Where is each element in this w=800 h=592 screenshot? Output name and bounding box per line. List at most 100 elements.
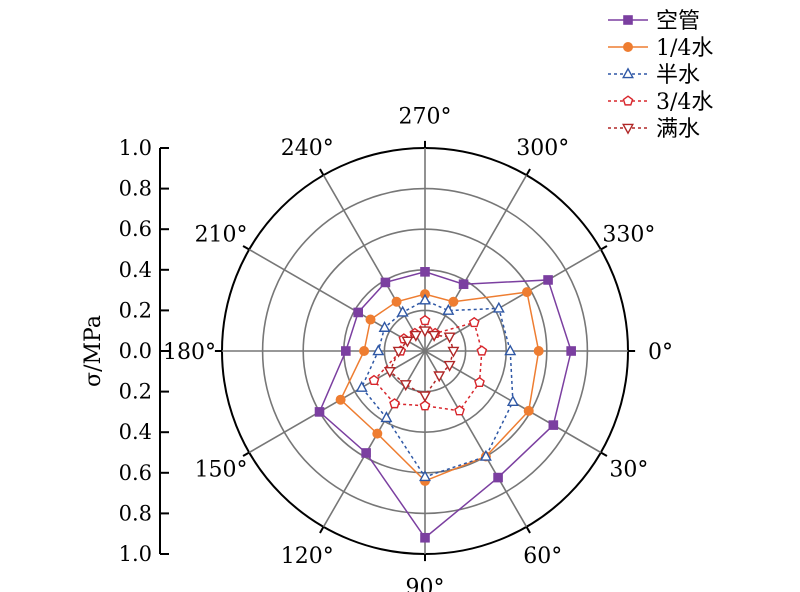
legend-label: 3/4水 (656, 90, 713, 115)
angle-tick-label: 90° (406, 575, 445, 592)
legend-marker (622, 123, 634, 135)
data-point (355, 380, 368, 392)
data-point (420, 267, 430, 277)
angle-tick-mark (600, 451, 608, 457)
polar-spoke (322, 174, 426, 352)
series-5 (383, 326, 460, 403)
data-point (493, 472, 503, 483)
data-point (389, 398, 400, 409)
data-point (468, 316, 480, 328)
data-point (548, 420, 559, 430)
data-point (401, 336, 414, 348)
data-point (521, 287, 532, 298)
radial-axis-tick-label: 0.4 (119, 258, 152, 282)
data-point (504, 344, 517, 356)
angle-tick-label: 30° (609, 458, 648, 483)
data-point (365, 314, 376, 325)
radial-axis-tick-label: 0.6 (119, 461, 152, 485)
data-point (474, 376, 485, 388)
data-point (443, 332, 456, 344)
legend-marker (622, 41, 633, 52)
radial-axis-tick-label: 0.2 (119, 380, 152, 404)
angle-tick-label: 180° (163, 340, 216, 365)
data-point (443, 360, 456, 372)
legend-label: 半水 (656, 63, 700, 88)
data-point (448, 296, 459, 307)
data-point (359, 346, 370, 357)
data-point (420, 532, 430, 543)
series-line (373, 319, 483, 412)
data-point (314, 407, 325, 417)
legend-marker (623, 15, 633, 25)
data-point (458, 279, 469, 289)
data-point (419, 326, 431, 338)
legend-label: 空管 (656, 9, 700, 34)
angle-tick-mark (525, 526, 531, 534)
data-point (454, 405, 465, 416)
data-point (506, 395, 519, 407)
radial-axis-tick-label: 0.4 (119, 420, 152, 444)
angle-tick-label: 330° (602, 222, 655, 247)
radial-axis: 1.0 0.8 0.6 0.4 0.2 0.0 0.2 0.4 0.6 0.8 1.0 σ/MPa (81, 136, 169, 566)
angle-tick-label: 120° (281, 544, 334, 569)
data-point (335, 394, 346, 405)
data-point (479, 449, 492, 461)
legend-marker (622, 67, 634, 79)
radial-axis-tick-label: 0.8 (119, 177, 152, 201)
angle-tick-mark (242, 451, 250, 457)
data-point (419, 293, 431, 305)
legend-label: 满水 (656, 117, 700, 142)
legend-marker (622, 95, 634, 106)
data-point (476, 345, 488, 356)
data-series (314, 267, 576, 543)
data-point (419, 314, 431, 326)
radial-axis-tick-label: 0.6 (119, 217, 152, 241)
angle-tick-label: 150° (195, 458, 248, 483)
polar-spoke (424, 350, 528, 528)
data-point (341, 346, 351, 356)
radial-axis-tick-label: 1.0 (119, 542, 152, 566)
data-point (447, 346, 460, 358)
data-point (419, 470, 431, 482)
angle-tick-label: 300° (516, 136, 569, 161)
data-point (428, 330, 441, 342)
data-point (419, 400, 431, 411)
data-point (380, 411, 393, 423)
data-point (396, 305, 409, 317)
angle-tick-mark (319, 526, 325, 534)
radial-axis-tick-label: 1.0 (119, 136, 152, 160)
angle-tick-mark (242, 245, 250, 251)
legend-label: 1/4水 (656, 36, 713, 61)
data-point (368, 374, 380, 386)
data-point (566, 346, 576, 356)
data-point (492, 301, 505, 313)
angle-tick-label: 240° (281, 136, 334, 161)
angle-tick-mark (319, 168, 325, 176)
data-point (409, 330, 422, 342)
data-point (383, 367, 396, 378)
radial-axis-title: σ/MPa (81, 315, 106, 387)
radial-axis-tick-label: 0.0 (119, 339, 152, 363)
angle-tick-labels: 0° 30° 60° 90° 120° 150° 180° 210° 240° 270° 300° 3… (163, 105, 673, 592)
data-point (523, 405, 534, 416)
radial-axis-tick-label: 0.8 (119, 501, 152, 525)
polar-spoke (248, 248, 426, 352)
polar-spoke (424, 174, 528, 352)
angle-tick-label: 0° (648, 340, 673, 365)
data-point (419, 391, 431, 403)
data-point (378, 320, 391, 332)
data-point (392, 346, 405, 358)
data-point (353, 307, 363, 318)
data-point (399, 380, 412, 392)
angle-tick-label: 210° (195, 222, 248, 247)
data-point (372, 428, 383, 439)
data-point (380, 277, 391, 288)
data-point (543, 275, 553, 285)
data-point (372, 344, 385, 356)
angle-tick-mark (600, 245, 608, 251)
angle-tick-label: 270° (399, 105, 452, 130)
radial-axis-tick-label: 0.2 (119, 298, 152, 322)
angle-tick-mark (525, 168, 531, 176)
